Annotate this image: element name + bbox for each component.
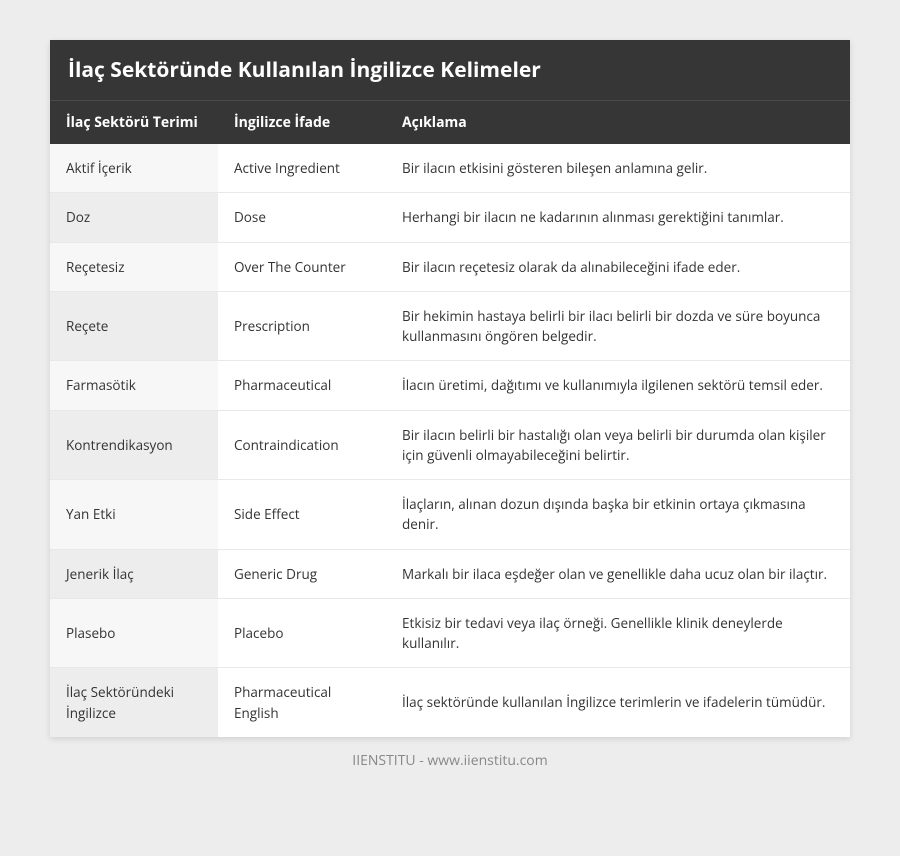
cell-english: Over The Counter (218, 242, 386, 291)
cell-term: Aktif İçerik (50, 144, 218, 193)
cell-term: İlaç Sektöründeki İngilizce (50, 668, 218, 737)
cell-english: Placebo (218, 598, 386, 668)
cell-desc: İlaç sektöründe kullanılan İngilizce ter… (386, 668, 850, 737)
footer-text: IIENSTITU - www.iienstitu.com (50, 737, 850, 770)
table-title: İlaç Sektöründe Kullanılan İngilizce Kel… (50, 40, 850, 100)
cell-desc: Herhangi bir ilacın ne kadarının alınmas… (386, 193, 850, 242)
table-row: Farmasötik Pharmaceutical İlacın üretimi… (50, 361, 850, 410)
cell-term: Doz (50, 193, 218, 242)
cell-english: Generic Drug (218, 549, 386, 598)
cell-english: Side Effect (218, 480, 386, 550)
table-row: Reçetesiz Over The Counter Bir ilacın re… (50, 242, 850, 291)
cell-desc: Bir ilacın belirli bir hastalığı olan ve… (386, 410, 850, 480)
cell-english: Active Ingredient (218, 144, 386, 193)
col-header-desc: Açıklama (386, 101, 850, 145)
cell-desc: Etkisiz bir tedavi veya ilaç örneği. Gen… (386, 598, 850, 668)
cell-english: Dose (218, 193, 386, 242)
cell-english: Pharmaceutical (218, 361, 386, 410)
terms-table: İlaç Sektörü Terimi İngilizce İfade Açık… (50, 100, 850, 737)
col-header-term: İlaç Sektörü Terimi (50, 101, 218, 145)
cell-desc: İlaçların, alınan dozun dışında başka bi… (386, 480, 850, 550)
cell-english: Contraindication (218, 410, 386, 480)
table-row: Plasebo Placebo Etkisiz bir tedavi veya … (50, 598, 850, 668)
table-header-row: İlaç Sektörü Terimi İngilizce İfade Açık… (50, 101, 850, 145)
table-body: Aktif İçerik Active Ingredient Bir ilacı… (50, 144, 850, 737)
cell-term: Reçete (50, 291, 218, 361)
cell-desc: Bir ilacın reçetesiz olarak da alınabile… (386, 242, 850, 291)
table-row: Kontrendikasyon Contraindication Bir ila… (50, 410, 850, 480)
cell-term: Kontrendikasyon (50, 410, 218, 480)
cell-desc: Markalı bir ilaca eşdeğer olan ve genell… (386, 549, 850, 598)
cell-term: Plasebo (50, 598, 218, 668)
table-row: Aktif İçerik Active Ingredient Bir ilacı… (50, 144, 850, 193)
col-header-english: İngilizce İfade (218, 101, 386, 145)
table-container: İlaç Sektöründe Kullanılan İngilizce Kel… (50, 40, 850, 737)
table-row: İlaç Sektöründeki İngilizce Pharmaceutic… (50, 668, 850, 737)
cell-term: Jenerik İlaç (50, 549, 218, 598)
table-row: Doz Dose Herhangi bir ilacın ne kadarını… (50, 193, 850, 242)
table-row: Jenerik İlaç Generic Drug Markalı bir il… (50, 549, 850, 598)
table-row: Yan Etki Side Effect İlaçların, alınan d… (50, 480, 850, 550)
cell-english: Prescription (218, 291, 386, 361)
cell-desc: İlacın üretimi, dağıtımı ve kullanımıyla… (386, 361, 850, 410)
cell-term: Reçetesiz (50, 242, 218, 291)
table-row: Reçete Prescription Bir hekimin hastaya … (50, 291, 850, 361)
cell-desc: Bir ilacın etkisini gösteren bileşen anl… (386, 144, 850, 193)
cell-english: Pharmaceutical English (218, 668, 386, 737)
cell-term: Yan Etki (50, 480, 218, 550)
cell-desc: Bir hekimin hastaya belirli bir ilacı be… (386, 291, 850, 361)
table-header: İlaç Sektörü Terimi İngilizce İfade Açık… (50, 101, 850, 145)
cell-term: Farmasötik (50, 361, 218, 410)
